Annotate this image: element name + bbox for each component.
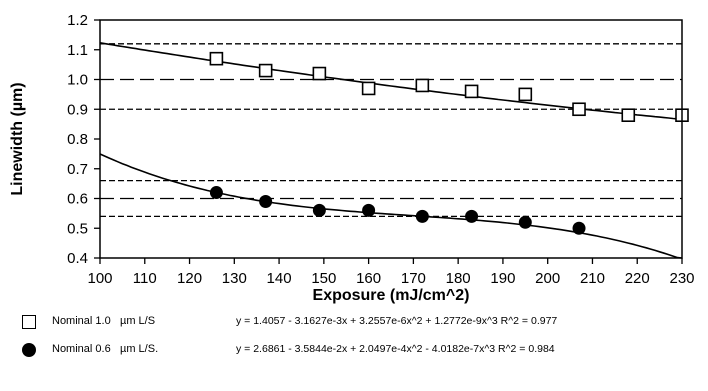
data-point-square (209, 51, 224, 66)
data-point-circle (465, 209, 479, 223)
y-tick-label: 1.1 (67, 42, 88, 59)
data-point-circle (209, 186, 223, 200)
data-point-circle (572, 221, 586, 235)
legend-fit-equation: y = 2.6861 - 3.5844e-2x + 2.0497e-4x^2 -… (236, 343, 555, 355)
data-point-circle (362, 203, 376, 217)
reference-lines (100, 43, 682, 218)
legend-series-name: Nominal 0.6 (52, 343, 111, 355)
legend-series-unit: µm L/S (120, 315, 156, 327)
legend-series-name: Nominal 1.0 (52, 315, 111, 327)
data-point-square (621, 108, 636, 122)
chart-svg: 100 110 120 130 140 150 160 170 180 190 200 210 220 2… (9, 12, 695, 304)
y-tick-label: 0.8 (67, 131, 88, 148)
x-tick-label: 220 (625, 270, 650, 287)
x-tick-label: 160 (356, 270, 381, 287)
data-point-square (312, 66, 327, 81)
data-point-square (361, 81, 376, 96)
y-tick-label: 1.2 (67, 12, 88, 29)
x-tick-label: 200 (535, 270, 560, 287)
filled-circle-marker-icon (22, 343, 36, 357)
open-square-marker-icon (22, 315, 36, 329)
fit-curve-series-0 (99, 42, 683, 121)
legend-entry-nominal-0-6: Nominal 0.6 µm L/S. y = 2.6861 - 3.5844e… (0, 341, 708, 365)
x-tick-label: 210 (580, 270, 605, 287)
data-point-circle (518, 215, 532, 229)
legend-fit-equation: y = 1.4057 - 3.1627e-3x + 3.2557e-6x^2 +… (236, 315, 558, 327)
legend-entry-nominal-1-0: Nominal 1.0 µm L/S y = 1.4057 - 3.1627e-… (0, 313, 708, 337)
data-point-square (572, 102, 586, 117)
x-tick-label: 120 (177, 270, 202, 287)
data-point-square (415, 78, 430, 93)
data-point-square (518, 87, 533, 102)
x-tick-label: 190 (490, 270, 515, 287)
axes: 100 110 120 130 140 150 160 170 180 190 200 210 220 2… (67, 12, 694, 287)
y-tick-label: 0.7 (67, 161, 88, 178)
x-tick-label: 140 (267, 270, 292, 287)
data-point-square (258, 63, 273, 78)
y-tick-label: 0.6 (67, 191, 88, 208)
x-tick-label: 130 (222, 270, 247, 287)
x-tick-label: 150 (311, 270, 336, 287)
x-tick-label: 170 (401, 270, 426, 287)
x-tick-label: 110 (133, 270, 157, 287)
y-tick-label: 0.4 (67, 250, 88, 267)
y-tick-label: 0.5 (67, 220, 88, 237)
x-tick-label: 100 (87, 270, 112, 287)
y-tick-label: 0.9 (67, 101, 88, 118)
data-point-circle (312, 203, 326, 217)
fit-curve-series-1 (99, 153, 683, 259)
plot-frame (99, 19, 683, 259)
y-tick-label: 1.0 (67, 72, 88, 89)
x-tick-label: 180 (446, 270, 471, 287)
x-tick-label: 230 (669, 270, 694, 287)
data-point-circle (415, 209, 429, 223)
fit-curves (99, 42, 683, 259)
data-point-square (464, 84, 479, 99)
y-axis-label: Linewidth (µm) (9, 82, 26, 195)
x-axis-label: Exposure (mJ/cm^2) (313, 287, 470, 304)
legend-series-unit: µm L/S. (120, 343, 159, 355)
data-point-circle (259, 194, 273, 208)
data-points (209, 51, 689, 235)
